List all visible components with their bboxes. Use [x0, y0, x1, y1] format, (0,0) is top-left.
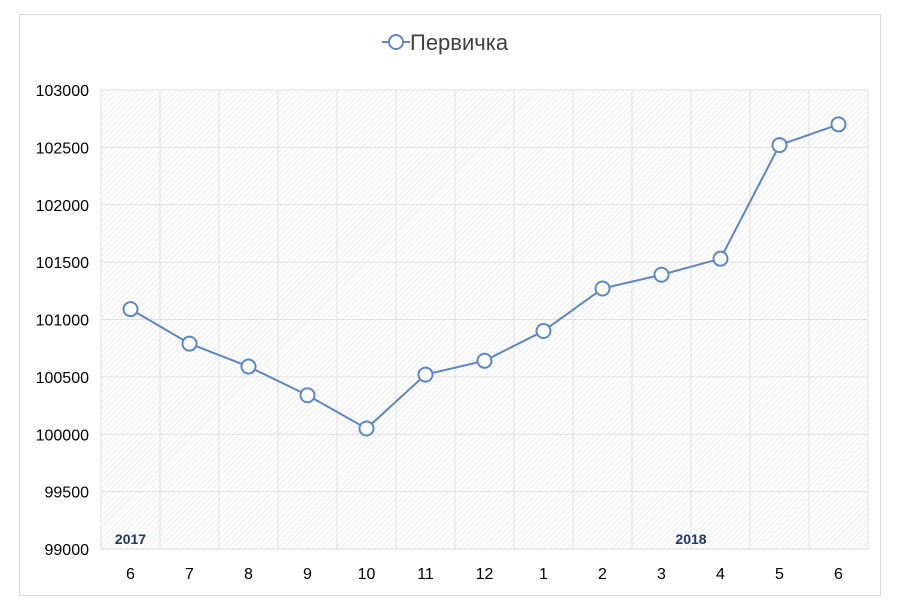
- x-tick-label: 1: [539, 566, 548, 583]
- data-point[interactable]: [771, 137, 788, 154]
- y-tick-label: 101500: [36, 255, 89, 272]
- data-point[interactable]: [535, 322, 552, 339]
- legend-circle-marker: [388, 34, 404, 50]
- gridlines: [100, 89, 869, 550]
- data-point[interactable]: [417, 366, 434, 383]
- legend-label: Первичка: [410, 30, 509, 55]
- year-label: 2017: [115, 531, 146, 547]
- x-tick-label: 10: [358, 566, 376, 583]
- data-point[interactable]: [476, 352, 493, 369]
- x-tick-label: 12: [476, 566, 494, 583]
- y-tick-label: 101000: [36, 313, 89, 330]
- data-point[interactable]: [240, 358, 257, 375]
- y-axis-tick-labels: 103000 102500 102000 101500 101000 100500 1000…: [36, 83, 89, 559]
- data-point[interactable]: [122, 301, 139, 318]
- data-point[interactable]: [830, 116, 847, 133]
- series-pervichka: [122, 116, 847, 437]
- y-tick-label: 103000: [36, 83, 89, 100]
- year-labels: 2017 2018: [115, 531, 707, 547]
- y-tick-label: 100500: [36, 370, 89, 387]
- x-tick-label: 5: [775, 566, 784, 583]
- legend[interactable]: Первичка: [382, 30, 509, 55]
- data-point[interactable]: [653, 266, 670, 283]
- x-tick-label: 3: [657, 566, 666, 583]
- x-tick-label: 8: [244, 566, 253, 583]
- x-tick-label: 9: [303, 566, 312, 583]
- x-tick-label: 6: [126, 566, 135, 583]
- data-point[interactable]: [712, 250, 729, 267]
- x-tick-label: 6: [834, 566, 843, 583]
- x-tick-label: 11: [417, 566, 434, 583]
- y-tick-label: 99000: [45, 542, 90, 559]
- x-tick-label: 2: [598, 566, 607, 583]
- y-tick-label: 99500: [45, 485, 90, 502]
- data-point[interactable]: [358, 420, 375, 437]
- y-tick-label: 100000: [36, 427, 89, 444]
- y-tick-label: 102500: [36, 140, 89, 157]
- data-point[interactable]: [594, 280, 611, 297]
- year-label: 2018: [675, 531, 706, 547]
- x-tick-label: 4: [716, 566, 725, 583]
- x-axis-tick-labels: 6 7 8 9 10 11 12 1 2 3 4 5 6: [126, 566, 843, 583]
- x-tick-label: 7: [185, 566, 194, 583]
- data-point[interactable]: [181, 335, 198, 352]
- y-tick-label: 102000: [36, 198, 89, 215]
- data-point[interactable]: [299, 387, 316, 404]
